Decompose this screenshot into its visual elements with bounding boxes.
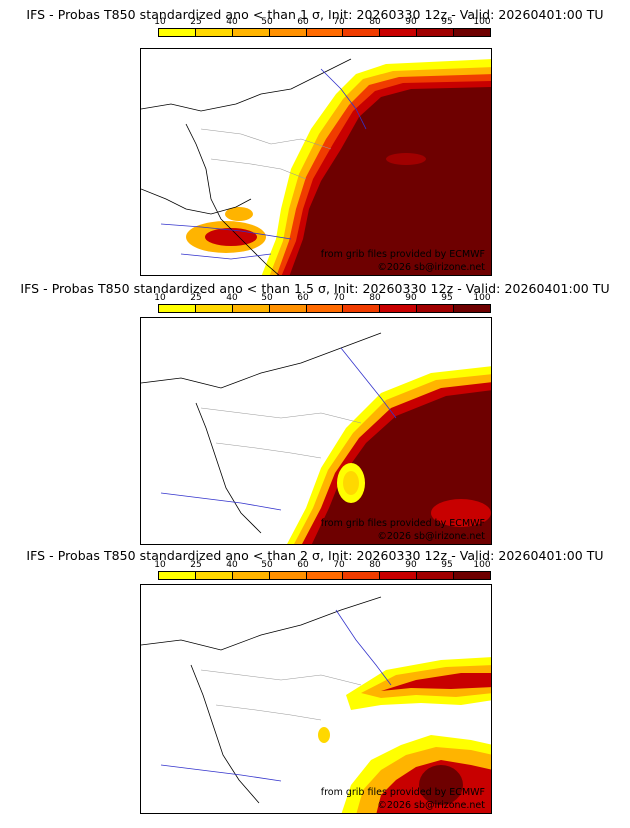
- colorbar-segment: [342, 305, 380, 312]
- colorbar-tick: 70: [333, 17, 345, 27]
- colorbar-segment: [379, 305, 417, 312]
- colorbar-segment: [268, 29, 306, 36]
- panel-title: IFS - Probas T850 standardized ano < tha…: [26, 7, 604, 22]
- colorbar-tick: 25: [190, 293, 202, 303]
- colorbar-segment: [342, 29, 380, 36]
- colorbar-segment: [159, 305, 195, 312]
- colorbar-segment: [231, 29, 269, 36]
- colorbar-tick: 70: [333, 560, 345, 570]
- probability-map: from grib files provided by ECMWF ©2026 …: [140, 317, 492, 545]
- colorbar-segment: [342, 572, 380, 579]
- colorbar-segment: [268, 572, 306, 579]
- colorbar-tick: 50: [261, 293, 273, 303]
- colorbar-segment: [194, 29, 232, 36]
- colorbar: [158, 571, 491, 580]
- map-graphic: [141, 596, 491, 813]
- colorbar-tick: 25: [190, 17, 202, 27]
- colorbar-segment: [453, 572, 491, 579]
- colorbar: [158, 304, 491, 313]
- colorbar-tick: 80: [369, 293, 381, 303]
- colorbar-segment: [416, 29, 454, 36]
- colorbar-tick: 25: [190, 560, 202, 570]
- colorbar-segment: [379, 572, 417, 579]
- panel-title: IFS - Probas T850 standardized ano < tha…: [26, 548, 604, 563]
- colorbar-segment: [453, 29, 491, 36]
- colorbar-tick: 90: [405, 293, 417, 303]
- probability-map: from grib files provided by ECMWF ©2026 …: [140, 48, 492, 276]
- colorbar-tick: 40: [226, 17, 238, 27]
- colorbar-tick: 50: [261, 560, 273, 570]
- colorbar-tick: 10: [154, 560, 166, 570]
- colorbar-tick: 90: [405, 560, 417, 570]
- colorbar-tick: 100: [473, 17, 491, 27]
- colorbar-tick: 100: [473, 560, 491, 570]
- panel-3: IFS - Probas T850 standardized ano < tha…: [0, 546, 630, 828]
- colorbar-segment: [305, 572, 343, 579]
- colorbar-tick: 10: [154, 17, 166, 27]
- map-graphic: [141, 332, 491, 544]
- colorbar-segment: [231, 572, 269, 579]
- colorbar-segment: [194, 572, 232, 579]
- colorbar-tick: 95: [441, 560, 453, 570]
- colorbar-segment: [231, 305, 269, 312]
- credit-source: from grib files provided by ECMWF: [320, 787, 485, 798]
- map-graphic: [141, 58, 491, 275]
- credit-source: from grib files provided by ECMWF: [320, 518, 485, 529]
- colorbar: [158, 28, 491, 37]
- credit-site: ©2026 sb@irizone.net: [377, 262, 485, 273]
- colorbar-segment: [194, 305, 232, 312]
- colorbar-segment: [305, 29, 343, 36]
- colorbar-tick: 50: [261, 17, 273, 27]
- credit-source: from grib files provided by ECMWF: [320, 249, 485, 260]
- colorbar-tick: 80: [369, 560, 381, 570]
- credit-site: ©2026 sb@irizone.net: [377, 800, 485, 811]
- probability-map: from grib files provided by ECMWF ©2026 …: [140, 584, 492, 814]
- colorbar-segment: [159, 29, 195, 36]
- colorbar-labels: 10 25 40 50 60 70 80 90 95 100: [154, 560, 491, 570]
- panel-title: IFS - Probas T850 standardized ano < tha…: [20, 281, 610, 296]
- colorbar-labels: 10 25 40 50 60 70 80 90 95 100: [154, 17, 491, 27]
- colorbar-tick: 95: [441, 17, 453, 27]
- colorbar-tick: 40: [226, 560, 238, 570]
- colorbar-tick: 80: [369, 17, 381, 27]
- colorbar-labels: 10 25 40 50 60 70 80 90 95 100: [154, 293, 491, 303]
- colorbar-tick: 10: [154, 293, 166, 303]
- colorbar-segment: [416, 305, 454, 312]
- colorbar-segment: [453, 305, 491, 312]
- colorbar-tick: 90: [405, 17, 417, 27]
- colorbar-segment: [159, 572, 195, 579]
- panel-1: IFS - Probas T850 standardized ano < tha…: [0, 0, 630, 276]
- colorbar-tick: 40: [226, 293, 238, 303]
- colorbar-tick: 95: [441, 293, 453, 303]
- colorbar-segment: [379, 29, 417, 36]
- colorbar-tick: 70: [333, 293, 345, 303]
- colorbar-tick: 60: [297, 560, 309, 570]
- colorbar-segment: [305, 305, 343, 312]
- colorbar-tick: 100: [473, 293, 491, 303]
- colorbar-tick: 60: [297, 293, 309, 303]
- colorbar-segment: [268, 305, 306, 312]
- credit-site: ©2026 sb@irizone.net: [377, 531, 485, 542]
- colorbar-tick: 60: [297, 17, 309, 27]
- colorbar-segment: [416, 572, 454, 579]
- panel-2: IFS - Probas T850 standardized ano < tha…: [0, 276, 630, 546]
